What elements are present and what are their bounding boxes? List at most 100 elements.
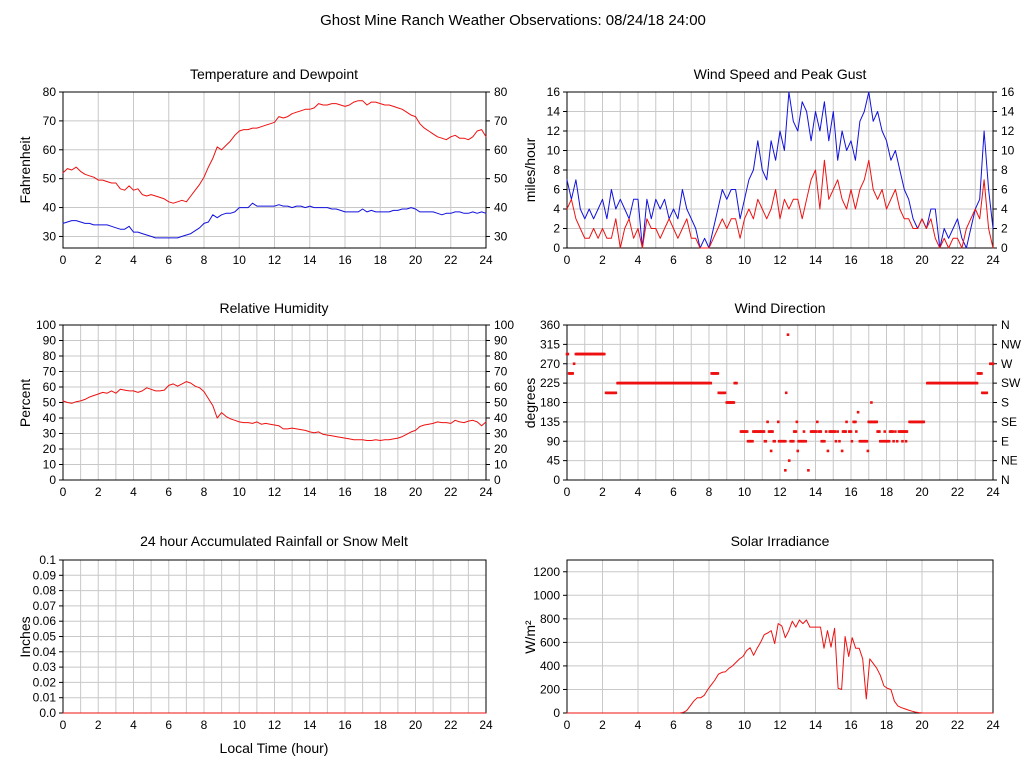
data-point-wind-direction bbox=[745, 430, 749, 433]
y-tick-label-right: W bbox=[1001, 357, 1013, 371]
y-tick-label: 30 bbox=[43, 229, 57, 243]
x-tick-label: 4 bbox=[130, 253, 137, 267]
chart-title-wind-speed-gust: Wind Speed and Peak Gust bbox=[694, 66, 867, 82]
x-tick-label: 0 bbox=[564, 718, 571, 732]
data-point-wind-direction bbox=[901, 439, 904, 443]
data-point-wind-direction bbox=[922, 420, 926, 424]
x-tick-label: 4 bbox=[130, 718, 137, 732]
x-tick-label: 8 bbox=[201, 253, 208, 267]
x-tick-label: 10 bbox=[738, 485, 752, 499]
data-point-wind-direction bbox=[834, 439, 838, 443]
series-line-temperature bbox=[62, 100, 487, 204]
y-tick-label-right: 90 bbox=[494, 334, 508, 348]
data-point-wind-direction bbox=[769, 449, 773, 453]
x-tick-label: 24 bbox=[986, 253, 1000, 267]
x-tick-label: 6 bbox=[670, 253, 677, 267]
y-tick-label-right: NW bbox=[1001, 337, 1022, 351]
x-tick-label: 6 bbox=[670, 485, 677, 499]
data-point-wind-direction bbox=[751, 439, 754, 443]
x-tick-label: 22 bbox=[951, 485, 965, 499]
x-tick-label: 22 bbox=[951, 253, 965, 267]
y-axis-label-percent: Percent bbox=[17, 379, 33, 427]
x-tick-label: 8 bbox=[201, 718, 208, 732]
y-tick-label-right: 70 bbox=[494, 114, 508, 128]
y-tick-label-right: NE bbox=[1001, 454, 1018, 468]
y-tick-label: 200 bbox=[540, 682, 560, 696]
y-tick-label: 0 bbox=[49, 473, 56, 487]
x-tick-label: 4 bbox=[130, 485, 137, 499]
y-tick-label-right: 4 bbox=[1001, 202, 1008, 216]
y-tick-label-right: 30 bbox=[494, 229, 508, 243]
y-tick-label-right: 12 bbox=[1001, 124, 1015, 138]
data-point-wind-direction bbox=[795, 420, 799, 424]
plot-border bbox=[566, 559, 994, 714]
x-tick-label: 22 bbox=[951, 718, 965, 732]
data-point-wind-direction bbox=[709, 381, 713, 385]
y-tick-label: 100 bbox=[36, 318, 56, 332]
y-tick-label: 0.1 bbox=[39, 553, 56, 567]
y-tick-label-right: SW bbox=[1001, 376, 1021, 390]
data-point-wind-direction bbox=[735, 381, 738, 385]
y-tick-label: 70 bbox=[43, 365, 57, 379]
y-tick-label: 10 bbox=[43, 458, 57, 472]
x-tick-label: 12 bbox=[773, 253, 787, 267]
y-tick-label-right: 10 bbox=[494, 458, 508, 472]
y-tick-label-right: 6 bbox=[1001, 183, 1008, 197]
x-tick-label: 4 bbox=[635, 253, 642, 267]
data-point-wind-direction bbox=[894, 430, 897, 433]
y-tick-label: 135 bbox=[540, 415, 560, 429]
data-point-wind-direction bbox=[602, 352, 606, 356]
y-tick-label: 30 bbox=[43, 427, 57, 441]
y-tick-label-right: N bbox=[1001, 473, 1010, 487]
y-tick-label: 14 bbox=[547, 105, 561, 119]
y-tick-label: 60 bbox=[43, 380, 57, 394]
x-tick-label: 16 bbox=[338, 253, 352, 267]
data-point-wind-direction bbox=[866, 449, 870, 453]
y-tick-label: 270 bbox=[540, 357, 560, 371]
y-tick-label-right: 80 bbox=[494, 85, 508, 99]
y-tick-label: 315 bbox=[540, 337, 560, 351]
x-tick-label: 10 bbox=[738, 253, 752, 267]
y-tick-label: 2 bbox=[553, 222, 560, 236]
chart-title-solar-irradiance: Solar Irradiance bbox=[731, 533, 830, 549]
y-tick-label-right: 14 bbox=[1001, 105, 1015, 119]
data-point-wind-direction bbox=[838, 439, 841, 443]
x-tick-label: 24 bbox=[986, 485, 1000, 499]
y-tick-label: 40 bbox=[43, 411, 57, 425]
y-tick-label-right: 100 bbox=[494, 318, 514, 332]
data-point-wind-direction bbox=[849, 430, 853, 433]
x-tick-label: 4 bbox=[635, 485, 642, 499]
x-tick-label: 10 bbox=[233, 253, 247, 267]
data-point-wind-direction bbox=[824, 430, 828, 433]
x-tick-label: 20 bbox=[409, 253, 423, 267]
x-tick-label: 14 bbox=[303, 718, 317, 732]
y-tick-label: 400 bbox=[540, 659, 560, 673]
y-tick-label: 600 bbox=[540, 635, 560, 649]
x-tick-label: 6 bbox=[165, 718, 172, 732]
data-point-wind-direction bbox=[773, 439, 776, 443]
x-tick-label: 2 bbox=[599, 485, 606, 499]
x-tick-label: 24 bbox=[479, 485, 493, 499]
data-point-wind-direction bbox=[766, 420, 769, 424]
data-point-wind-direction bbox=[887, 439, 891, 443]
data-point-wind-direction bbox=[794, 430, 798, 433]
x-tick-label: 10 bbox=[233, 485, 247, 499]
y-tick-label: 90 bbox=[43, 334, 57, 348]
x-tick-label: 20 bbox=[409, 485, 423, 499]
data-point-wind-direction bbox=[572, 362, 576, 366]
data-point-wind-direction bbox=[823, 439, 826, 443]
x-tick-label: 16 bbox=[338, 718, 352, 732]
y-axis-label-degrees: degrees bbox=[522, 378, 538, 429]
y-tick-label: 0.05 bbox=[33, 630, 57, 644]
y-tick-label: 0.07 bbox=[33, 599, 57, 613]
series-line-relative-humidity bbox=[62, 381, 487, 441]
x-tick-label: 2 bbox=[599, 718, 606, 732]
y-tick-label: 90 bbox=[547, 434, 561, 448]
x-tick-label: 14 bbox=[809, 718, 823, 732]
x-tick-label: 8 bbox=[706, 718, 713, 732]
data-point-wind-direction bbox=[985, 391, 989, 395]
x-tick-label: 16 bbox=[338, 485, 352, 499]
